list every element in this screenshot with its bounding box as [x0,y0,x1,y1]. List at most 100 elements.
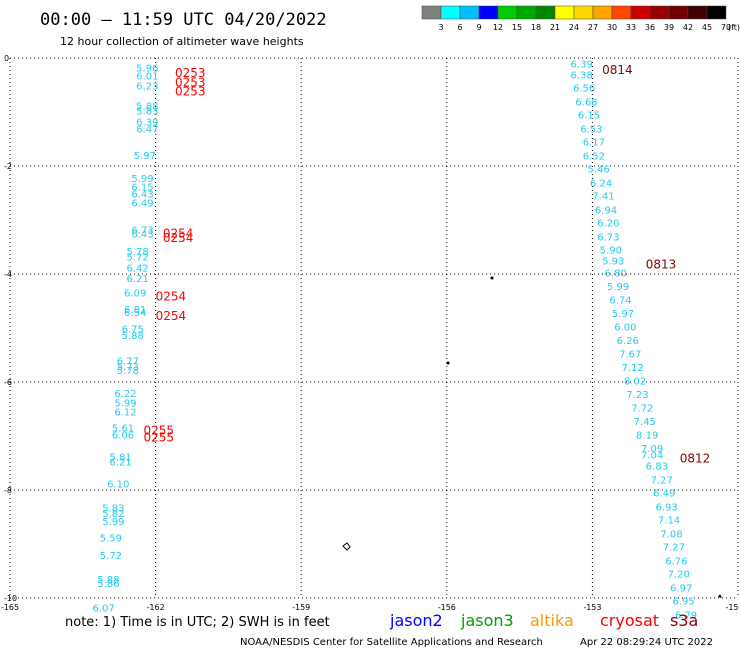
island-outline [342,542,351,551]
x-tick-label: -156 [438,603,456,612]
wave-height-label: 6.15 [578,110,600,121]
island-marker [446,361,450,365]
wave-height-label: 6.73 [131,226,153,237]
wave-height-label: 5.82 [102,509,124,520]
wave-height-label: 5.97 [134,151,156,162]
pass-time-label: 0813 [646,257,677,271]
wave-height-label: 7.14 [658,515,680,526]
wave-height-label: 5.99 [607,282,629,293]
wave-height-label: 5.99 [131,174,153,185]
wave-height-label: 7.08 [660,530,682,541]
x-tick-label: -15 [725,603,738,612]
wave-height-label: 6.49 [653,488,675,499]
wave-height-label: 6.39 [571,60,593,71]
wave-height-label: 6.43 [131,189,153,200]
chart-title: 00:00 — 11:59 UTC 04/20/2022 [40,10,327,30]
legend-label: 70 [721,23,731,32]
satellite-name: jason3 [460,611,514,630]
wave-height-label: 6.81 [124,305,146,316]
wave-height-label: 7.67 [619,350,641,361]
pass-time-label: 0255 [143,431,174,445]
wave-height-label: 6.76 [665,557,687,568]
legend-swatch [630,5,651,20]
wave-height-label: 6.38 [571,71,593,82]
wave-height-label: 5.93 [602,256,624,267]
wave-height-label: 7.12 [622,363,644,374]
timestamp: Apr 22 08:29:24 UTC 2022 [580,637,713,648]
wave-height-label: 7.72 [631,404,653,415]
legend-swatch [668,5,689,20]
y-tick-label: -6 [4,378,12,387]
wave-height-label: 5.59 [100,533,122,544]
legend-label: 27 [588,23,598,32]
wave-height-label: 7.45 [634,417,656,428]
wave-height-label: 6.74 [609,296,631,307]
wave-height-label: 6.79 [675,611,697,622]
wave-height-label: 5.46 [588,164,610,175]
wave-height-label: 7.23 [626,390,648,401]
x-tick-label: -159 [292,603,310,612]
legend-label: 3 [438,23,443,32]
legend-label: 6 [457,23,462,32]
satellite-name: cryosat [600,611,659,630]
legend-label: 30 [607,23,617,32]
pass-time-label: 0254 [156,290,187,304]
credit-line: NOAA/NESDIS Center for Satellite Applica… [240,637,543,648]
wave-height-label: 5.83 [136,107,158,118]
pass-time-label: 0253 [175,66,206,80]
pass-time-label: 0814 [602,63,633,77]
wave-height-label: 6.10 [107,479,129,490]
legend-swatch [478,5,499,20]
x-tick-label: -162 [147,603,165,612]
pass-time-label: 0254 [163,231,194,245]
wave-height-label: 6.97 [670,584,692,595]
legend-swatch [459,5,480,20]
wave-height-label: 5.88 [97,575,119,586]
wave-height-label: 5.88 [136,101,158,112]
legend-swatch [573,5,594,20]
legend-swatch [421,5,442,20]
legend-label: 24 [569,23,579,32]
legend-label: 9 [476,23,481,32]
y-tick-label: -8 [4,486,12,495]
wave-height-label: 6.21 [126,274,148,285]
wave-height-label: 6.56 [573,83,595,94]
wave-height-label: 5.86 [97,579,119,590]
wave-height-label: 6.53 [580,125,602,136]
chart-subtitle: 12 hour collection of altimeter wave hei… [60,35,304,48]
legend-swatch [554,5,575,20]
legend-label: 33 [626,23,636,32]
wave-height-label: 7.27 [663,542,685,553]
legend-label: 21 [550,23,560,32]
wave-height-label: 5.88 [122,331,144,342]
wave-height-label: 6.07 [93,604,115,615]
x-tick-label: -153 [583,603,601,612]
pass-time-label: 0254 [163,227,194,241]
wave-height-label: 5.72 [126,253,148,264]
x-tick-label: -165 [1,603,19,612]
wave-height-label: 5.83 [102,504,124,515]
wave-height-label: 6.21 [109,458,131,469]
wave-height-label: 5.99 [114,398,136,409]
wave-height-label: 6.77 [117,357,139,368]
wave-height-label: 5.78 [117,366,139,377]
legend-swatch [611,5,632,20]
legend-label: 45 [702,23,712,32]
wave-height-label: 6.75 [122,324,144,335]
wave-height-label: 5.81 [109,452,131,463]
satellite-name: jason2 [389,611,443,630]
legend-label: 36 [645,23,655,32]
legend-unit: (ft) [728,23,740,32]
y-tick-label: -10 [4,594,17,603]
wave-height-label: 5.97 [612,309,634,320]
wave-height-label: 6.01 [136,72,158,83]
chart-grid [9,57,739,599]
color-legend: 3 6 9 12 15 18 21 24 27 30 33 36 39 42 45 70(ft) [421,5,740,32]
wave-height-label: 6.20 [597,218,619,229]
wave-height-label: 6.94 [595,206,617,217]
satellite-name: s3a [670,611,698,630]
legend-label: 42 [683,23,693,32]
wave-height-label: 6.43 [131,229,153,240]
wave-height-label: 6.83 [646,461,668,472]
